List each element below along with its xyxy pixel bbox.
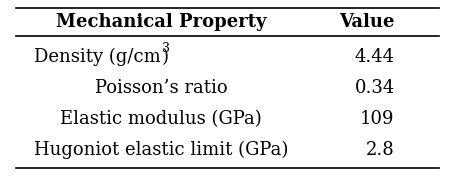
Text: Poisson’s ratio: Poisson’s ratio xyxy=(95,79,227,97)
Text: Hugoniot elastic limit (GPa): Hugoniot elastic limit (GPa) xyxy=(34,141,288,159)
Text: Mechanical Property: Mechanical Property xyxy=(56,13,266,31)
Text: 4.44: 4.44 xyxy=(355,48,395,66)
Text: Density (g/cm: Density (g/cm xyxy=(34,48,161,66)
Text: 0.34: 0.34 xyxy=(354,79,395,97)
Text: ): ) xyxy=(162,48,168,66)
Text: 109: 109 xyxy=(360,110,395,128)
Text: 2.8: 2.8 xyxy=(366,141,395,159)
Text: 3: 3 xyxy=(162,42,170,55)
Text: Elastic modulus (GPa): Elastic modulus (GPa) xyxy=(60,110,262,128)
Text: Value: Value xyxy=(339,13,395,31)
